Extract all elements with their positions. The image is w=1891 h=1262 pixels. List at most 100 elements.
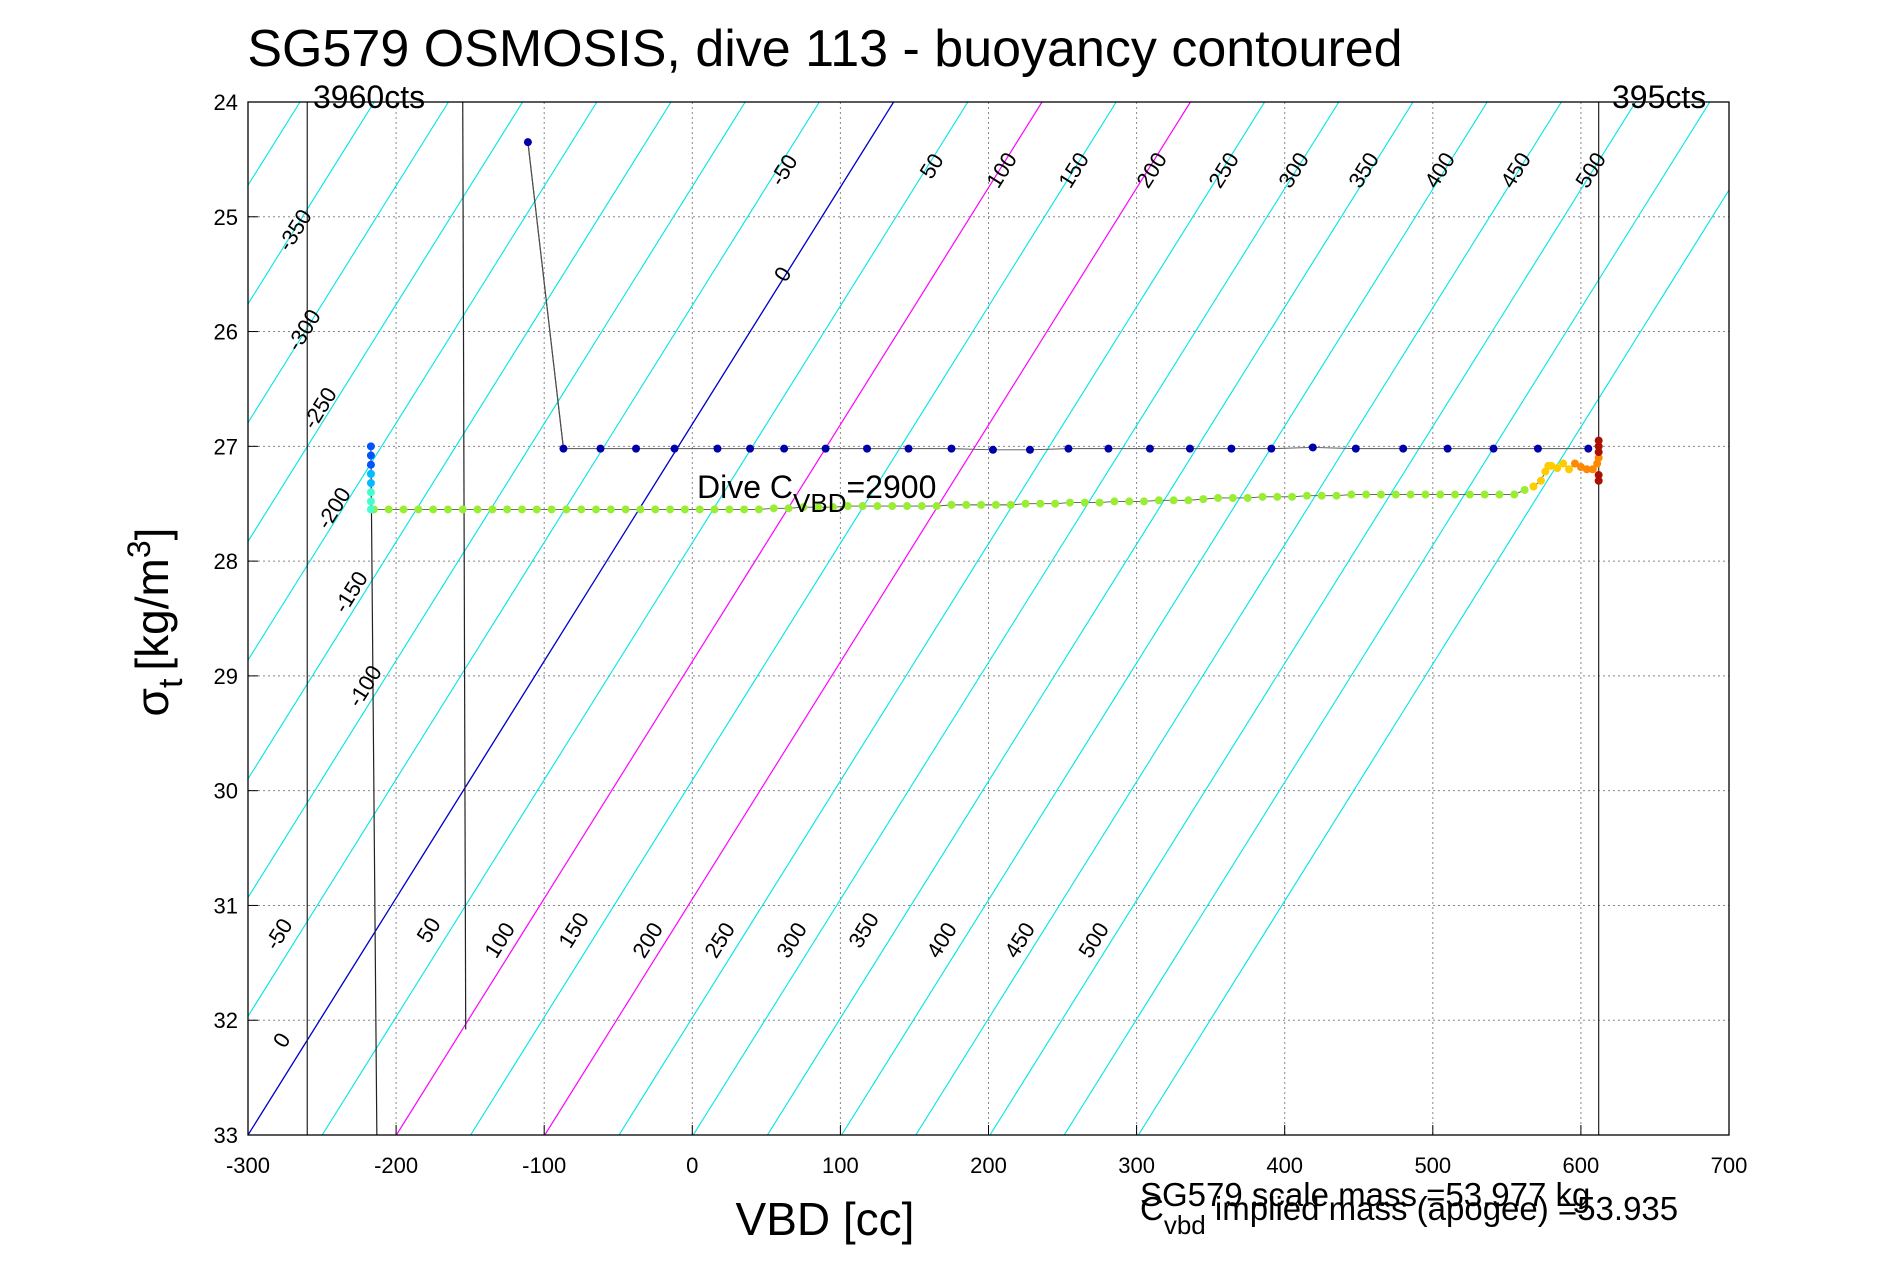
data-point-climb [873, 502, 882, 511]
data-point-climb [725, 505, 734, 514]
contour-line [544, 102, 1191, 1135]
data-point-surface [1594, 436, 1603, 445]
data-point-dive [1308, 443, 1317, 452]
x-tick-label: -100 [522, 1153, 566, 1178]
data-point-climb [443, 505, 452, 514]
data-point-climb [547, 505, 556, 514]
data-point-surface [1559, 459, 1568, 468]
data-point-dive [1025, 445, 1034, 454]
data-point-surface [1594, 476, 1603, 485]
contour-line [248, 102, 375, 305]
dive-cvbd-value: =2900 [846, 469, 936, 505]
contour-line [395, 102, 1043, 1135]
data-point-surface [1594, 471, 1603, 480]
y-tick-label: 29 [214, 664, 238, 689]
data-point-climb [740, 505, 749, 514]
data-point-climb-bottom [366, 488, 375, 497]
data-point-climb [562, 505, 571, 514]
footer-scale-mass: SG579 scale mass =53.977 kg [1140, 1176, 1590, 1213]
data-point-climb [1258, 492, 1267, 501]
buoyancy-contours [248, 102, 1729, 1135]
data-point-climb [710, 505, 719, 514]
data-point-dive [1064, 444, 1073, 453]
data-point-climb [651, 505, 660, 514]
data-point-climb [1302, 491, 1311, 500]
trace-segment [370, 446, 378, 1135]
x-tick-label: 300 [1118, 1153, 1155, 1178]
data-point-climb [1140, 497, 1149, 506]
data-point-climb [1243, 493, 1252, 502]
data-point-climb [903, 502, 912, 511]
data-point-climb [991, 500, 1000, 509]
data-point-dive [1104, 444, 1113, 453]
data-point-climb [858, 502, 867, 511]
data-point-climb [814, 503, 823, 512]
x-tick-label: 500 [1414, 1153, 1451, 1178]
contour-line [248, 102, 746, 899]
chart-title: SG579 OSMOSIS, dive 113 - buoyancy conto… [247, 20, 1402, 78]
data-point-climb [917, 502, 926, 511]
y-tick-label: 28 [214, 549, 238, 574]
contour-line [1063, 102, 1711, 1135]
x-tick-label: 700 [1711, 1153, 1748, 1178]
data-point-climb [1199, 495, 1208, 504]
data-point-dive [1227, 444, 1236, 453]
plot-frame [247, 101, 1730, 1136]
footer-implied-value: implied mass (apogee) =53.935 [1206, 1190, 1678, 1227]
data-point-climb [621, 505, 630, 514]
data-point-climb [1495, 490, 1504, 499]
top-right-count-label: 395cts [1612, 79, 1706, 115]
data-point-climb [799, 503, 808, 512]
data-point-climb-bottom [366, 497, 375, 506]
data-point-dive [1267, 444, 1276, 453]
data-point-climb [429, 505, 438, 514]
data-point-climb-bottom [366, 505, 375, 514]
data-point-climb [947, 500, 956, 509]
footer-cvbd-prefix: C [1140, 1190, 1164, 1227]
data-point-dive [1443, 444, 1452, 453]
data-point-climb [503, 505, 512, 514]
data-point-climb [1036, 499, 1045, 508]
data-point-climb [1520, 485, 1529, 494]
data-point-climb [1391, 490, 1400, 499]
data-point-climb [488, 505, 497, 514]
x-tick-label: 400 [1266, 1153, 1303, 1178]
data-point-dive [1399, 444, 1408, 453]
data-points [366, 138, 1603, 514]
data-point-dive [947, 444, 956, 453]
y-tick-label: 24 [214, 90, 238, 115]
x-tick-label: 0 [686, 1153, 698, 1178]
y-tick-label: 27 [214, 434, 238, 459]
data-point-surface [1594, 448, 1603, 457]
data-point-dive [1185, 444, 1194, 453]
data-point-climb-bottom [366, 442, 375, 451]
top-left-count-label: 3960cts [313, 79, 425, 115]
data-point-climb [1154, 496, 1163, 505]
dive-cvbd-annotation: Dive CVBD=2900 [697, 469, 936, 518]
x-tick-label: -300 [226, 1153, 270, 1178]
data-point-surface [1570, 459, 1579, 468]
contour-line [618, 102, 1266, 1135]
y-axis-unit: [kg/m [126, 558, 178, 670]
data-point-climb [695, 505, 704, 514]
data-point-climb [1317, 491, 1326, 500]
data-point-climb [1465, 490, 1474, 499]
data-point-dive [988, 445, 997, 454]
data-point-climb [1288, 492, 1297, 501]
data-point-surface [1588, 465, 1597, 474]
data-point-dive [746, 444, 755, 453]
data-point-climb [769, 504, 778, 513]
data-point-dive [1489, 444, 1498, 453]
data-point-climb [532, 505, 541, 514]
data-point-climb-bottom [366, 451, 375, 460]
contour-line [841, 102, 1488, 1135]
data-point-climb-bottom [366, 460, 375, 469]
y-tick-labels: 24 25 26 27 28 29 30 31 32 33 [214, 90, 238, 1148]
data-point-climb [1006, 500, 1015, 509]
contour-line [470, 102, 1117, 1135]
data-point-climb [1065, 498, 1074, 507]
data-point-climb [1169, 496, 1178, 505]
contour-line [915, 102, 1562, 1135]
data-point-climb [399, 505, 408, 514]
